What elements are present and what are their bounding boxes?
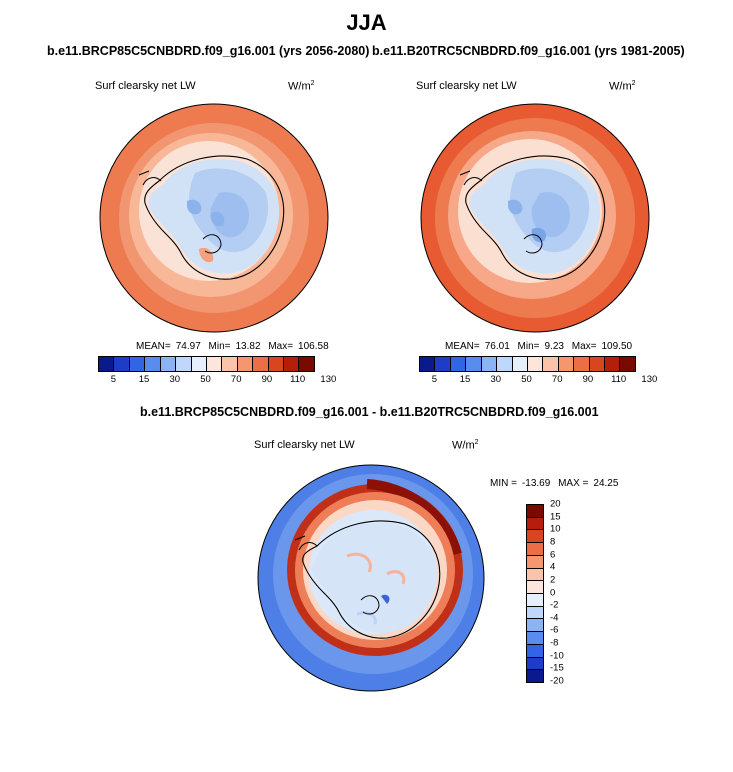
colorbar-tick-label: 2 [550, 574, 556, 586]
colorbar-swatch [420, 357, 436, 371]
colorbar-swatch [574, 357, 590, 371]
right-polar-map [420, 103, 650, 333]
colorbar-swatch [589, 357, 606, 371]
colorbar-swatch [527, 568, 543, 582]
colorbar-swatch [543, 357, 559, 371]
left-variable-label: Surf clearsky net LW [95, 80, 196, 92]
right-colorbar [419, 356, 636, 372]
difference-variable-label: Surf clearsky net LW [254, 439, 355, 451]
colorbar-tick-label: -6 [550, 624, 559, 636]
right-case-title: b.e11.B20TRC5CNBDRD.f09_g16.001 (yrs 198… [372, 44, 685, 58]
colorbar-tick-label: 110 [611, 374, 627, 385]
colorbar-swatch [268, 357, 285, 371]
difference-units-label: W/m2 [452, 439, 479, 452]
left-polar-map [99, 103, 329, 333]
colorbar-swatch [114, 357, 130, 371]
colorbar-tick-label: 20 [550, 498, 561, 510]
colorbar-tick-label: 15 [550, 511, 561, 523]
colorbar-swatch [527, 581, 543, 595]
colorbar-swatch [466, 357, 482, 371]
colorbar-swatch [206, 357, 223, 371]
season-title: JJA [346, 10, 387, 35]
colorbar-swatch [527, 505, 543, 518]
left-units-label: W/m2 [288, 80, 315, 93]
colorbar-swatch [527, 357, 544, 371]
colorbar-tick-label: 6 [550, 549, 556, 561]
difference-title: b.e11.BRCP85C5CNBDRD.f09_g16.001 - b.e11… [140, 405, 599, 419]
right-stats: MEAN= 76.01 Min= 9.23 Max= 109.50 [445, 341, 633, 352]
colorbar-tick-label: 110 [290, 374, 306, 385]
colorbar-tick-label: 5 [431, 374, 437, 385]
colorbar-tick-label: 8 [550, 536, 556, 548]
difference-colorbar [526, 504, 544, 683]
colorbar-swatch [527, 543, 543, 556]
colorbar-swatch [527, 657, 543, 671]
right-colorbar-ticks: 5 15 30 50 70 90 110 130 [419, 374, 658, 386]
colorbar-tick-label: 10 [550, 523, 561, 535]
colorbar-swatch [145, 357, 161, 371]
right-variable-label: Surf clearsky net LW [416, 80, 517, 92]
colorbar-swatch [481, 357, 498, 371]
colorbar-tick-label: -20 [550, 675, 564, 687]
difference-polar-map [257, 464, 485, 692]
colorbar-swatch [129, 357, 146, 371]
colorbar-tick-label: 130 [641, 374, 658, 385]
colorbar-tick-label: 50 [521, 374, 532, 385]
colorbar-swatch [527, 594, 543, 607]
colorbar-tick-label: -10 [550, 650, 564, 662]
colorbar-swatch [160, 357, 177, 371]
colorbar-tick-label: 5 [110, 374, 116, 385]
colorbar-swatch [558, 357, 575, 371]
colorbar-swatch [450, 357, 467, 371]
colorbar-swatch [620, 357, 635, 371]
colorbar-tick-label: 90 [261, 374, 273, 385]
colorbar-swatch [527, 517, 543, 531]
colorbar-swatch [284, 357, 300, 371]
colorbar-tick-label: 70 [230, 374, 242, 385]
colorbar-tick-label: 15 [138, 374, 150, 385]
colorbar-tick-label: 130 [320, 374, 337, 385]
colorbar-tick-label: 4 [550, 561, 556, 573]
colorbar-tick-label: -2 [550, 599, 559, 611]
left-case-title: b.e11.BRCP85C5CNBDRD.f09_g16.001 (yrs 20… [47, 44, 370, 58]
colorbar-swatch [176, 357, 192, 371]
colorbar-swatch [527, 644, 543, 658]
right-units-label: W/m2 [609, 80, 636, 93]
colorbar-tick-label: 50 [200, 374, 211, 385]
colorbar-swatch [527, 619, 543, 633]
colorbar-swatch [605, 357, 621, 371]
colorbar-swatch [191, 357, 207, 371]
colorbar-swatch [527, 530, 543, 544]
left-stats: MEAN= 74.97 Min= 13.82 Max= 106.58 [136, 341, 329, 352]
left-colorbar-ticks: 5 15 30 50 70 90 110 130 [98, 374, 337, 386]
colorbar-swatch [527, 606, 543, 620]
colorbar-tick-label: -4 [550, 612, 559, 624]
colorbar-swatch [527, 555, 543, 569]
colorbar-tick-label: 30 [169, 374, 181, 385]
colorbar-swatch [497, 357, 513, 371]
colorbar-tick-label: 90 [582, 374, 594, 385]
difference-minmax: MIN = -13.69 MAX = 24.25 [490, 478, 619, 489]
left-colorbar [98, 356, 315, 372]
colorbar-tick-label: 30 [490, 374, 502, 385]
colorbar-swatch [527, 632, 543, 645]
colorbar-tick-label: 15 [459, 374, 471, 385]
colorbar-tick-label: 0 [550, 587, 556, 598]
colorbar-swatch [527, 670, 543, 683]
colorbar-swatch [253, 357, 269, 371]
colorbar-tick-label: -15 [550, 662, 564, 674]
colorbar-swatch [299, 357, 314, 371]
colorbar-swatch [512, 357, 528, 371]
colorbar-swatch [222, 357, 238, 371]
colorbar-swatch [237, 357, 254, 371]
colorbar-swatch [435, 357, 451, 371]
colorbar-swatch [99, 357, 115, 371]
colorbar-tick-label: 70 [551, 374, 563, 385]
colorbar-tick-label: -8 [550, 637, 559, 649]
difference-colorbar-ticks: 20 15 10 8 6 4 2 0 -2 -4 -6 -8 -10 -15 -20 [550, 499, 590, 687]
